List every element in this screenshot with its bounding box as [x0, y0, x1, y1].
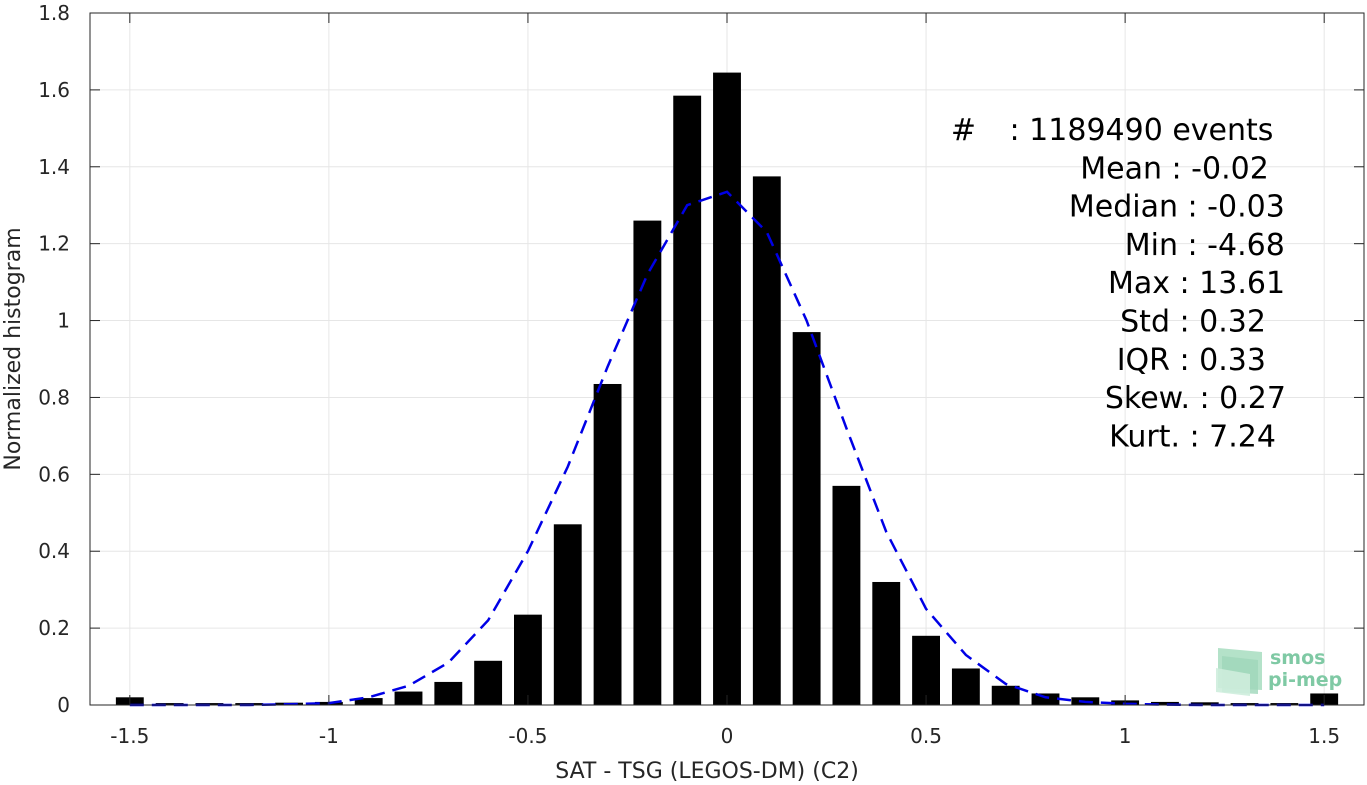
histogram-bars [115, 72, 1339, 706]
histogram-bar [912, 635, 940, 705]
y-tick-label: 1.8 [38, 1, 70, 25]
x-axis-label: SAT - TSG (LEGOS-DM) (C2) [555, 759, 859, 784]
smos-pi-mep-logo: smos pi-mep [1216, 647, 1342, 696]
y-tick-label: 1.6 [38, 78, 70, 102]
histogram-bar [1190, 702, 1219, 705]
logo-line1: smos [1270, 647, 1325, 669]
histogram-bar [1031, 693, 1060, 705]
logo-graphic-icon [1216, 648, 1262, 696]
stat-value: : 7.24 [1180, 419, 1276, 454]
histogram-bar [673, 95, 702, 705]
axis-ticks [90, 12, 1364, 706]
x-tick-label: 0 [721, 724, 734, 748]
y-tick-label: 0 [57, 693, 70, 717]
stat-label: # [951, 113, 976, 148]
stat-value: : 13.61 [1170, 266, 1285, 301]
y-tick-label: 0.8 [38, 385, 70, 409]
stat-label: Mean [1080, 151, 1162, 186]
y-axis-label: Normalized histogram [1, 227, 26, 470]
histogram-bar [951, 668, 980, 705]
stat-label: Min [1125, 228, 1178, 263]
histogram-bar [872, 581, 901, 705]
logo-line2: pi-mep [1268, 669, 1342, 691]
histogram-bar [1151, 701, 1179, 705]
histogram-bar [633, 220, 662, 705]
y-tick-label: 1.2 [38, 232, 70, 256]
y-tick-label: 0.6 [38, 462, 70, 486]
histogram-bar [593, 383, 622, 705]
histogram-bar [713, 72, 741, 706]
stat-value: : -4.68 [1178, 228, 1285, 263]
x-tick-label: 1 [1119, 724, 1132, 748]
histogram-bar [832, 485, 861, 705]
y-tick-labels: 0 0.2 0.4 0.6 0.8 1 1.2 1.4 1.6 1.8 [38, 1, 70, 717]
x-tick-label: -0.5 [508, 724, 547, 748]
histogram-bar [155, 703, 184, 705]
y-tick-label: 1 [57, 309, 70, 333]
stat-value: : -0.03 [1178, 190, 1285, 225]
histogram-bar [991, 685, 1020, 705]
y-tick-label: 1.4 [38, 155, 70, 179]
stat-value: : 0.32 [1170, 305, 1266, 340]
stat-label: IQR [1117, 343, 1170, 378]
histogram-bar [752, 176, 781, 705]
stat-label: Max [1108, 266, 1170, 301]
stat-label: Median [1069, 190, 1178, 225]
stat-label: Skew. [1105, 381, 1190, 416]
stat-value: : -0.02 [1162, 151, 1269, 186]
histogram-bar [394, 691, 423, 705]
stat-value: : 0.27 [1190, 381, 1286, 416]
stat-label: Kurt. [1109, 419, 1180, 454]
x-tick-label: -1.5 [110, 724, 149, 748]
x-tick-label: 1.5 [1308, 724, 1340, 748]
histogram-bar [434, 681, 463, 705]
y-tick-label: 0.4 [38, 539, 70, 563]
histogram-bar [474, 660, 503, 705]
x-tick-label: 0.5 [910, 724, 942, 748]
histogram-bar [792, 332, 821, 705]
x-tick-labels: -1.5 -1 -0.5 0 0.5 1 1.5 [110, 724, 1340, 748]
x-tick-label: -1 [319, 724, 339, 748]
stat-value: : 1189490 events [1000, 113, 1273, 148]
stat-value: : 0.33 [1170, 343, 1266, 378]
histogram-bar [553, 524, 582, 705]
histogram-bar [514, 614, 542, 705]
histogram-bar [354, 698, 383, 705]
stat-label: Std [1120, 305, 1170, 340]
y-tick-label: 0.2 [38, 616, 70, 640]
